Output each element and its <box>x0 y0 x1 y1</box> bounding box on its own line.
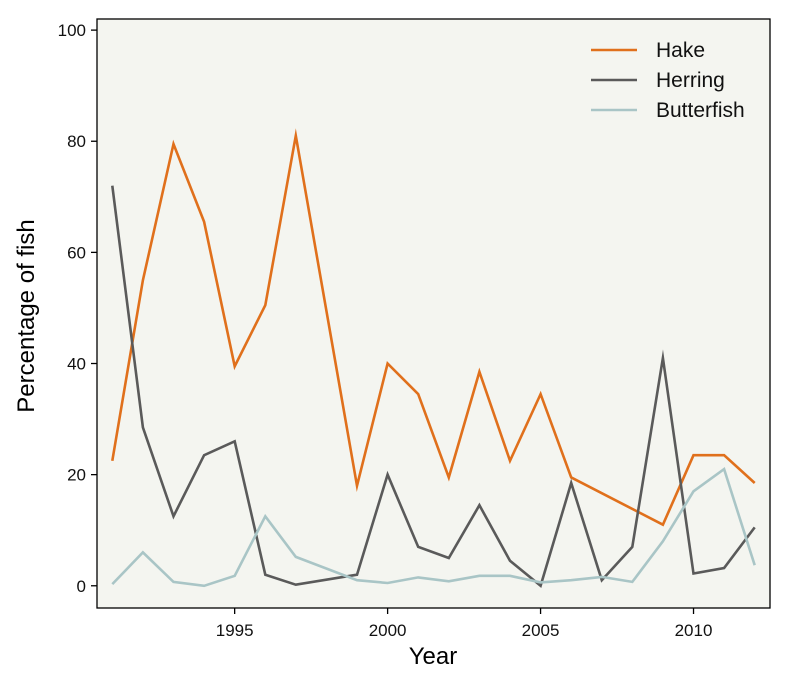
plot-area <box>96 18 771 609</box>
y-axis-title: Percentage of fish <box>13 219 40 412</box>
series-line-butterfish <box>111 466 756 588</box>
x-tick-label: 1995 <box>216 621 254 640</box>
y-tick-label: 0 <box>77 577 86 596</box>
legend: Hake Herring Butterfish <box>591 39 745 122</box>
y-tick-label: 100 <box>58 21 86 40</box>
y-tick-label: 60 <box>67 243 86 262</box>
y-axis: 0 20 40 60 80 100 <box>58 21 97 596</box>
series-line-hake <box>111 128 756 527</box>
y-tick-label: 20 <box>67 466 86 485</box>
x-tick-label: 2010 <box>675 621 713 640</box>
x-tick-label: 2005 <box>522 621 560 640</box>
x-axis-title: Year <box>409 643 458 670</box>
legend-label-hake: Hake <box>656 39 705 62</box>
x-axis: 1995 2000 2005 2010 <box>216 608 713 640</box>
legend-label-herring: Herring <box>656 69 725 92</box>
y-tick-label: 80 <box>67 132 86 151</box>
series-line-herring <box>111 185 756 589</box>
y-tick-label: 40 <box>67 355 86 374</box>
series-layer <box>111 128 756 589</box>
legend-label-butterfish: Butterfish <box>656 99 745 122</box>
x-tick-label: 2000 <box>369 621 407 640</box>
